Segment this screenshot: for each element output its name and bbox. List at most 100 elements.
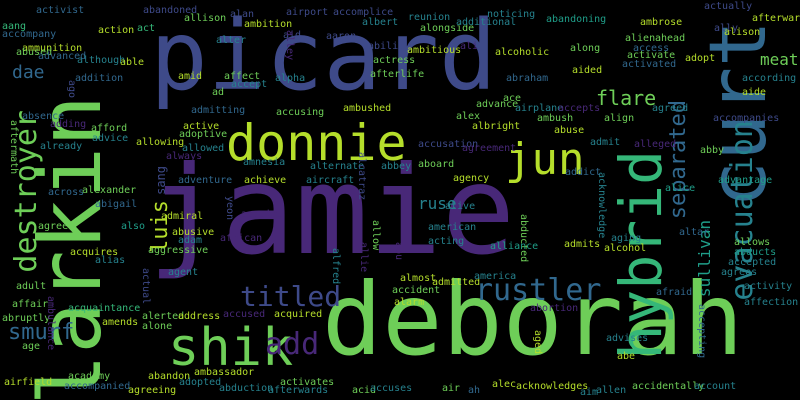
word-34: ammunition xyxy=(22,43,83,54)
word-61: able xyxy=(120,57,145,68)
word-192: alec xyxy=(492,379,517,390)
word-94: active xyxy=(183,121,220,132)
word-162: abruptly xyxy=(2,313,51,324)
word-194: aim xyxy=(580,387,599,398)
word-182: ambassador xyxy=(194,367,255,378)
word-158: affair xyxy=(12,299,49,310)
word-65: adopt xyxy=(685,53,716,64)
word-18: dae xyxy=(12,62,45,83)
word-193: acknowledges xyxy=(516,381,589,392)
word-136: abducted xyxy=(518,214,529,263)
word-38: albert xyxy=(362,17,399,28)
word-68: affect xyxy=(224,71,261,82)
word-55: ability xyxy=(368,41,411,52)
word-184: accompanied xyxy=(64,381,131,392)
word-25: abandoned xyxy=(143,5,198,16)
word-52: abused xyxy=(16,47,53,58)
word-103: allowing xyxy=(136,137,185,148)
word-175: age xyxy=(22,341,41,352)
word-110: abbey xyxy=(381,161,412,172)
word-67: amid xyxy=(178,71,203,82)
word-1: deborah xyxy=(322,261,744,378)
word-29: accomplice xyxy=(333,7,394,18)
word-13: separated xyxy=(666,100,691,220)
word-51: alison xyxy=(724,27,761,38)
word-179: airfield xyxy=(4,377,53,388)
word-144: agent xyxy=(168,267,199,278)
word-102: already xyxy=(40,141,83,152)
word-88: ambush xyxy=(537,113,574,124)
word-124: abigail xyxy=(95,199,138,210)
word-117: alexander xyxy=(82,185,137,196)
word-155: almost xyxy=(400,273,437,284)
word-7: shik xyxy=(168,318,294,378)
word-95: adoptive xyxy=(179,129,228,140)
word-37: ambition xyxy=(244,19,293,30)
word-118: amnesia xyxy=(243,157,286,168)
word-89: align xyxy=(604,113,635,124)
word-17: meat xyxy=(760,50,799,69)
word-140: abducts xyxy=(734,247,777,258)
word-159: accident xyxy=(392,285,441,296)
word-77: ace xyxy=(503,93,522,104)
word-57: alcoholic xyxy=(495,47,550,58)
word-160: activity xyxy=(744,281,793,292)
word-23: aang xyxy=(2,21,27,32)
word-183: activates xyxy=(280,377,335,388)
word-107: alcatraz xyxy=(356,152,367,201)
word-164: alarm xyxy=(394,297,425,308)
word-33: afterward xyxy=(752,13,800,24)
word-180: academy xyxy=(68,371,111,382)
word-138: aging xyxy=(611,233,642,244)
word-189: accuses xyxy=(370,383,413,394)
word-31: noticing xyxy=(487,9,536,20)
word-129: alive xyxy=(445,201,476,212)
word-106: alternate xyxy=(310,161,365,172)
word-111: aboard xyxy=(418,159,455,170)
word-27: alan xyxy=(230,9,255,20)
word-70: afterlife xyxy=(370,69,425,80)
word-53: advanced xyxy=(38,51,87,62)
word-69: alpha xyxy=(275,73,306,84)
word-21: ruse xyxy=(418,194,457,213)
word-22: sang xyxy=(154,166,168,195)
word-120: achieve xyxy=(244,175,287,186)
word-46: alter xyxy=(216,35,247,46)
word-98: albright xyxy=(472,121,521,132)
word-87: agreed xyxy=(652,103,689,114)
word-35: action xyxy=(98,25,135,36)
word-185: adopted xyxy=(179,377,222,388)
word-66: addition xyxy=(75,73,124,84)
word-198: agreeing xyxy=(128,385,177,396)
word-76: accept xyxy=(231,79,268,90)
word-85: airplane xyxy=(515,103,564,114)
word-157: america xyxy=(474,271,517,282)
word-83: ambushed xyxy=(343,103,392,114)
word-49: alien xyxy=(625,33,656,44)
word-196: accidentally xyxy=(632,381,705,392)
word-15: smurf xyxy=(8,320,75,345)
word-166: acquired xyxy=(274,309,323,320)
word-56: ali xyxy=(460,41,479,52)
word-108: alleged xyxy=(634,139,677,150)
word-79: absence xyxy=(22,111,65,122)
word-96: allowed xyxy=(182,143,225,154)
word-123: alice xyxy=(665,183,696,194)
word-71: abraham xyxy=(506,73,549,84)
word-130: altar xyxy=(679,227,710,238)
word-100: admit xyxy=(590,137,621,148)
word-112: american xyxy=(428,222,477,233)
word-16: flare xyxy=(596,86,657,110)
word-81: admitting xyxy=(191,105,246,116)
word-151: accepted xyxy=(728,257,777,268)
word-133: adam xyxy=(178,235,203,246)
word-195: allen xyxy=(596,385,627,396)
word-73: according xyxy=(742,73,797,84)
word-58: along xyxy=(570,43,601,54)
word-143: alias xyxy=(95,255,126,266)
word-39: reunion xyxy=(408,12,451,23)
word-114: addict xyxy=(565,167,602,178)
word-178: abe xyxy=(617,351,636,362)
word-165: accused xyxy=(223,309,266,320)
